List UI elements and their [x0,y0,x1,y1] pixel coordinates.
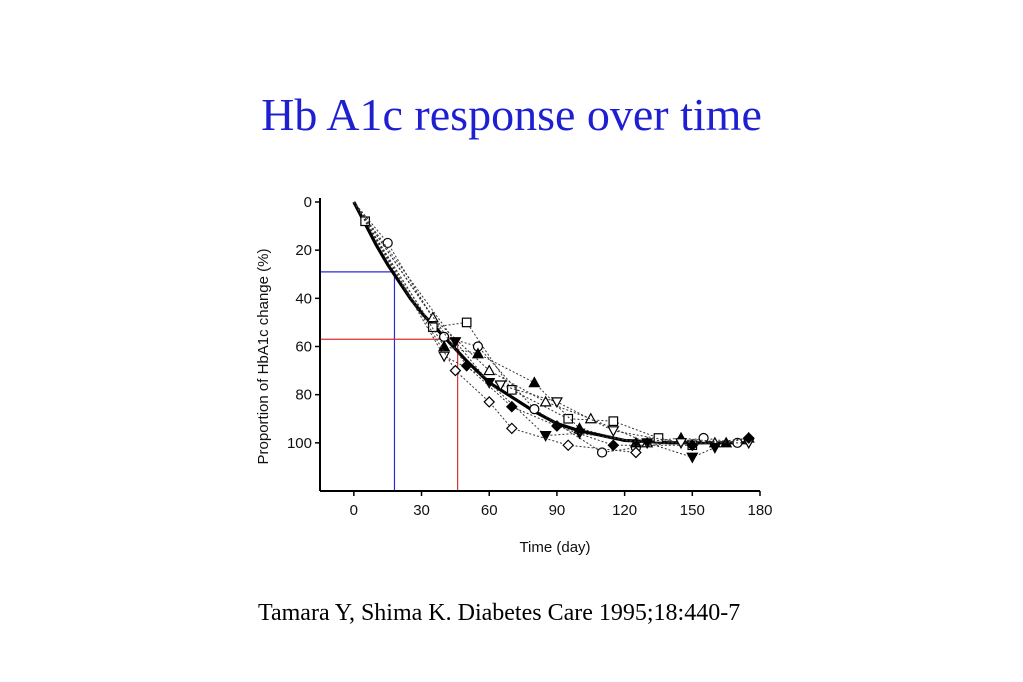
x-tick-label: 30 [413,502,430,519]
data-point-circle-open [698,432,709,444]
x-tick-label: 90 [549,502,566,519]
series-line [353,201,749,444]
y-tick-label: 20 [295,242,312,259]
data-point-triangle-down-open [607,426,620,438]
data-point-triangle-open [539,395,552,407]
data-point-triangle-open [426,311,439,323]
x-tick-label: 180 [747,502,772,519]
y-axis-title: Proportion of HbA1c change (%) [255,249,272,465]
series-line [353,201,716,458]
data-point-square-open [608,416,619,427]
series-8 [353,201,755,452]
series-group [353,201,755,464]
series-line [353,201,636,453]
data-point-square-open [360,216,370,227]
x-tick-label: 60 [481,502,498,519]
data-point-triangle-down-open [438,351,451,363]
data-point-circle-open [529,404,540,415]
data-point-square-open [461,317,472,328]
data-point-triangle-down-open [494,380,507,392]
data-point-square-open [563,413,574,424]
data-point-triangle-down-open [550,397,563,409]
y-tick-label: 0 [304,194,312,211]
data-point-diamond-filled [742,432,755,444]
data-point-diamond-filled [551,420,563,432]
data-point-diamond-filled [686,439,699,452]
data-point-triangle-open [584,412,597,424]
data-point-diamond-open [562,439,575,452]
y-tick-label: 60 [295,339,312,356]
series-4 [353,201,755,448]
tick-labels: 0 30 60 90 120 150 180 0 20 40 60 80 100 [287,194,773,519]
series-7 [353,201,642,459]
data-point-triangle-down-filled [686,452,699,464]
x-axis-title: Time (day) [519,539,590,556]
data-point-diamond-open [449,364,462,377]
mean-curve [352,201,749,445]
data-point-triangle-open [483,364,496,376]
data-point-diamond-filled [460,359,473,372]
axes [315,198,761,496]
data-point-triangle-down-open [675,438,688,450]
series-line [353,201,749,446]
data-point-triangle-down-filled [539,431,552,442]
data-point-triangle-down-filled [449,337,462,348]
data-point-diamond-open [505,422,518,435]
series-3 [353,201,721,448]
data-point-triangle-filled [528,376,541,388]
slide-title: Hb A1c response over time [261,89,762,140]
series-line [353,201,749,444]
y-tick-label: 100 [287,435,312,452]
series-1 [353,201,698,451]
x-tick-label: 150 [680,502,705,519]
data-point-triangle-filled [438,340,451,352]
data-point-triangle-down-filled [708,443,721,454]
data-point-diamond-filled [607,439,620,452]
mean-curve-group [352,201,749,445]
series-6 [353,201,721,464]
data-point-square-open [427,322,438,333]
series-5 [353,201,755,450]
y-tick-label: 80 [295,387,312,404]
series-line [353,201,738,453]
data-point-square-open [653,433,664,443]
data-point-diamond-open [483,396,496,408]
data-point-triangle-filled [471,347,484,359]
data-point-square-open [506,385,517,395]
x-tick-label: 0 [350,502,358,519]
series-line [353,201,693,446]
data-point-triangle-down-filled [483,378,496,389]
reference-lines [320,271,459,491]
x-tick-label: 120 [612,502,637,519]
citation: Tamara Y, Shima K. Diabetes Care 1995;18… [258,600,741,626]
y-tick-label: 40 [295,290,312,307]
data-point-triangle-down-filled [641,438,654,450]
data-point-circle-open [596,447,608,458]
data-point-diamond-filled [505,400,518,413]
data-point-diamond-open [630,446,642,459]
